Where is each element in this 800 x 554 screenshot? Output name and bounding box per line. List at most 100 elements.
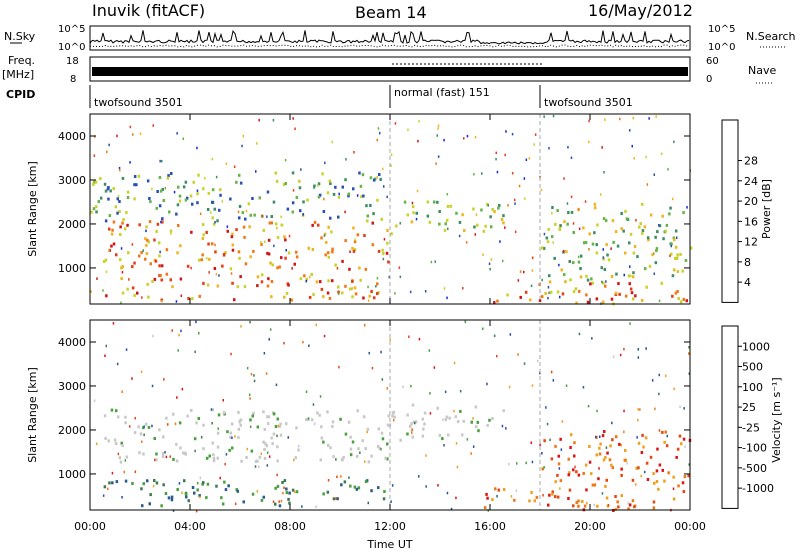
echo-cell <box>213 267 217 270</box>
echo-cell <box>624 449 627 452</box>
echo-cell <box>264 442 267 446</box>
echo-cell <box>288 501 291 505</box>
echo-cell <box>369 204 372 207</box>
echo-cell <box>654 235 657 239</box>
echo-cell <box>215 175 218 179</box>
echo-cell <box>437 127 439 130</box>
echo-cell <box>574 465 576 469</box>
echo-cell <box>667 471 670 475</box>
echo-cell <box>211 441 214 445</box>
echo-cell <box>572 290 576 294</box>
echo-cell <box>640 451 644 454</box>
nave-tick-low: 0 <box>706 74 712 85</box>
echo-cell <box>631 275 635 279</box>
echo-cell <box>256 142 258 145</box>
echo-cell <box>672 236 676 240</box>
echo-cell <box>175 459 179 463</box>
echo-cell <box>444 418 448 422</box>
echo-cell <box>676 256 679 260</box>
echo-cell <box>291 201 295 205</box>
echo-cell <box>240 459 243 463</box>
echo-cell <box>170 232 172 235</box>
echo-cell <box>104 258 108 262</box>
echo-cell <box>411 403 415 407</box>
echo-cell <box>248 225 251 229</box>
echo-cell <box>269 261 272 265</box>
echo-cell <box>640 298 644 302</box>
colorbar-tick-label: 8 <box>744 256 751 269</box>
echo-cell <box>354 238 356 241</box>
echo-cell <box>588 140 590 144</box>
echo-cell <box>393 415 396 419</box>
echo-cell <box>351 287 353 290</box>
echo-cell <box>170 495 174 499</box>
echo-cell <box>142 452 145 456</box>
echo-cell <box>633 157 635 160</box>
echo-cell <box>327 479 330 482</box>
echo-cell <box>585 274 588 278</box>
echo-cell <box>629 129 631 132</box>
echo-cell <box>551 212 553 215</box>
echo-cell <box>102 289 104 292</box>
echo-cell <box>643 225 647 229</box>
echo-cell <box>619 117 621 121</box>
echo-cell <box>219 188 222 192</box>
velocity-panel: 1000 2000 3000 4000 Slant Range [km] 1000 50… <box>26 319 783 513</box>
echo-cell <box>181 387 184 391</box>
echo-cell <box>283 486 285 489</box>
echo-cell <box>473 225 476 229</box>
echo-cell <box>178 199 182 203</box>
echo-cell <box>272 200 276 204</box>
echo-cell <box>689 246 693 250</box>
echo-cell <box>274 486 277 490</box>
echo-cell <box>676 270 680 273</box>
echo-cell <box>367 299 370 302</box>
echo-cell <box>662 237 665 241</box>
echo-cell <box>284 256 287 260</box>
echo-cell <box>488 418 491 422</box>
echo-cell <box>144 257 147 261</box>
echo-cell <box>623 458 627 462</box>
echo-cell <box>118 210 121 213</box>
echo-cell <box>121 271 124 274</box>
echo-cell <box>157 241 161 245</box>
echo-cell <box>284 158 287 162</box>
echo-cell <box>507 204 509 207</box>
echo-cell <box>561 292 565 296</box>
y-tick-label: 1000 <box>58 468 86 481</box>
echo-cell <box>454 415 457 419</box>
echo-cell <box>326 291 330 295</box>
echo-cell <box>270 295 273 299</box>
echo-cell <box>649 455 653 459</box>
echo-cell <box>263 427 266 431</box>
echo-cell <box>386 457 389 461</box>
echo-cell <box>458 220 462 224</box>
power-colorbar-label: Power [dB] <box>760 179 773 239</box>
echo-cell <box>528 157 531 160</box>
echo-cell <box>153 479 156 482</box>
echo-cell <box>595 297 599 301</box>
echo-cell <box>93 180 96 184</box>
echo-cell <box>446 296 448 300</box>
echo-cell <box>655 249 658 253</box>
echo-cell <box>95 210 98 214</box>
echo-cell <box>320 436 324 440</box>
echo-cell <box>552 379 555 382</box>
echo-cell <box>619 353 622 357</box>
echo-cell <box>213 207 216 211</box>
echo-cell <box>583 504 587 508</box>
echo-cell <box>675 455 678 459</box>
echo-cell <box>260 280 264 284</box>
echo-cell <box>216 219 219 223</box>
echo-cell <box>424 290 427 293</box>
echo-cell <box>519 270 522 273</box>
echo-cell <box>673 238 676 242</box>
echo-cell <box>201 253 204 257</box>
echo-cell <box>682 490 686 493</box>
echo-cell <box>217 427 219 430</box>
echo-cell <box>329 446 332 450</box>
y-tick-label: 1000 <box>58 262 86 275</box>
echo-cell <box>206 208 210 211</box>
echo-cell <box>244 217 247 221</box>
echo-cell <box>629 265 631 268</box>
